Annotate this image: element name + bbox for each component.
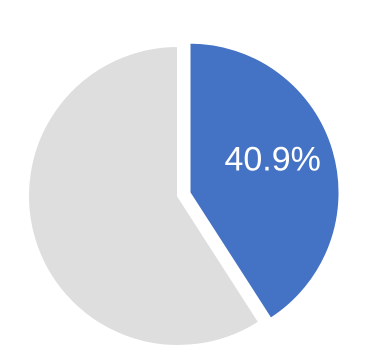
pie-slice-highlight <box>188 41 341 321</box>
slice-data-label: 40.9% <box>224 140 320 178</box>
pie-slices <box>27 41 341 347</box>
pie-slice-remainder <box>27 44 261 347</box>
